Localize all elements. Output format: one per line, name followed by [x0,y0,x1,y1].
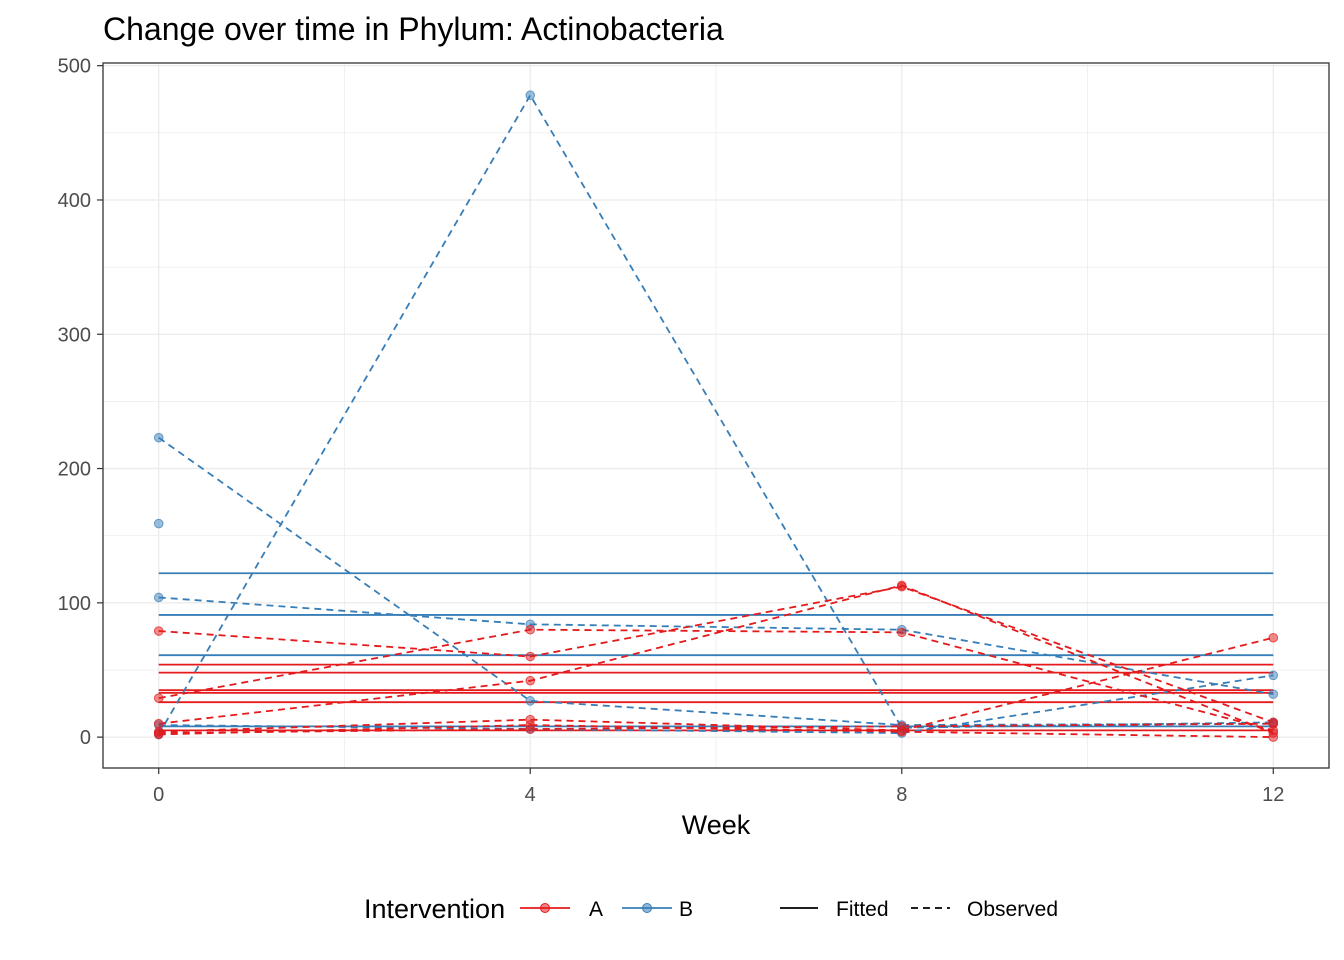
observed-point-b [153,518,164,529]
plot-panel [102,62,1330,769]
observed-point-b [525,696,536,706]
observed-point-a [896,721,907,732]
y-tick-label: 500 [58,56,91,78]
observed-lines [157,93,1274,739]
legend-key-fitted: Fitted [780,898,889,921]
observed-point-b [525,90,536,101]
observed-line-a [158,584,1274,734]
y-tick-label: 400 [58,190,91,212]
chart-title: Change over time in Phylum: Actinobacter… [103,11,724,47]
observed-line-a [158,722,1274,734]
observed-line-b [158,596,1274,696]
legend-label-fitted: Fitted [836,898,889,921]
observed-point-b [1268,689,1279,699]
grid-major [103,63,1329,768]
x-tick-label: 0 [153,784,164,806]
y-tick-label: 300 [58,324,91,346]
x-axis-title: Week [682,810,751,840]
observed-line-a [158,628,1274,732]
legend-key-a: A [520,898,603,921]
observed-line-a [158,585,1274,724]
observed-point-a [1268,632,1279,643]
legend-label-b: B [679,898,693,921]
x-tick-label: 8 [896,784,907,806]
observed-point-a [525,675,536,686]
legend-key-b: B [622,898,693,921]
x-tick-label: 4 [525,784,536,806]
observed-point-a [525,651,536,662]
observed-point-b [153,432,164,443]
observed-point-a [525,724,536,734]
legend-key-observed: Observed [911,898,1058,921]
panel-border [102,62,1330,769]
y-axis: 0 100 200 300 400 500 [58,56,103,749]
observed-point-b [153,592,164,603]
legend-label-observed: Observed [967,898,1058,921]
y-tick-label: 0 [80,727,91,749]
y-tick-label: 100 [58,593,91,615]
observed-point-b [1268,670,1279,681]
observed-point-a [153,728,164,738]
observed-point-a [153,626,164,636]
observed-line-a [158,636,1274,733]
legend-title: Intervention [364,894,505,924]
observed-points [153,90,1279,742]
observed-line-b [158,674,1274,734]
x-tick-label: 12 [1262,784,1284,806]
observed-point-a [896,627,907,638]
legend: Intervention A B Fitted Observed [364,894,1058,924]
observed-point-a [1268,718,1279,729]
observed-point-a [153,718,164,729]
legend-label-a: A [589,898,603,921]
x-axis: 0 4 8 12 [153,768,1284,806]
observed-point-a [153,693,164,703]
observed-point-a [896,580,907,591]
observed-point-a [525,624,536,635]
observed-point-a [1268,732,1279,742]
grid-minor [103,63,1329,768]
y-tick-label: 200 [58,459,91,481]
